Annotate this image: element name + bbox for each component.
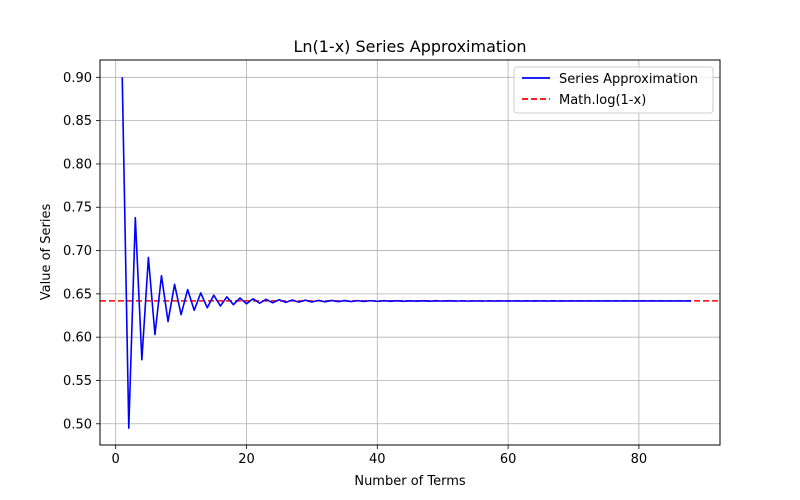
y-tick-label: 0.55 bbox=[63, 374, 92, 389]
y-axis: 0.50 0.55 0.60 0.65 0.70 0.75 0.80 0.85 0.90 bbox=[63, 71, 100, 432]
x-tick-label: 40 bbox=[369, 452, 386, 467]
plot-frame bbox=[99, 59, 721, 446]
legend-box bbox=[513, 66, 714, 114]
x-axis: 0 20 40 60 80 bbox=[112, 445, 648, 467]
y-tick-label: 0.60 bbox=[63, 331, 92, 346]
y-tick-label: 0.80 bbox=[63, 157, 92, 172]
plot-area bbox=[100, 60, 720, 445]
legend: Series Approximation Math.log(1-x) bbox=[513, 66, 714, 114]
y-tick-label: 0.70 bbox=[63, 244, 92, 259]
x-tick-label: 20 bbox=[238, 452, 255, 467]
x-axis-label: Number of Terms bbox=[354, 474, 466, 489]
y-tick-label: 0.90 bbox=[63, 71, 92, 86]
chart-title: Ln(1-x) Series Approximation bbox=[293, 37, 526, 56]
grid bbox=[100, 60, 720, 445]
x-tick-label: 60 bbox=[500, 452, 517, 467]
legend-label-math-log: Math.log(1-x) bbox=[559, 93, 646, 108]
legend-label-series-approximation: Series Approximation bbox=[559, 72, 698, 87]
series-group bbox=[121, 77, 692, 429]
series-line-series-approximation bbox=[121, 77, 692, 429]
y-tick-label: 0.65 bbox=[63, 287, 92, 302]
y-tick-label: 0.85 bbox=[63, 114, 92, 129]
y-tick-label: 0.75 bbox=[63, 201, 92, 216]
x-tick-label: 80 bbox=[631, 452, 648, 467]
y-axis-label: Value of Series bbox=[39, 204, 54, 301]
x-tick-label: 0 bbox=[112, 452, 120, 467]
y-tick-label: 0.50 bbox=[63, 417, 92, 432]
